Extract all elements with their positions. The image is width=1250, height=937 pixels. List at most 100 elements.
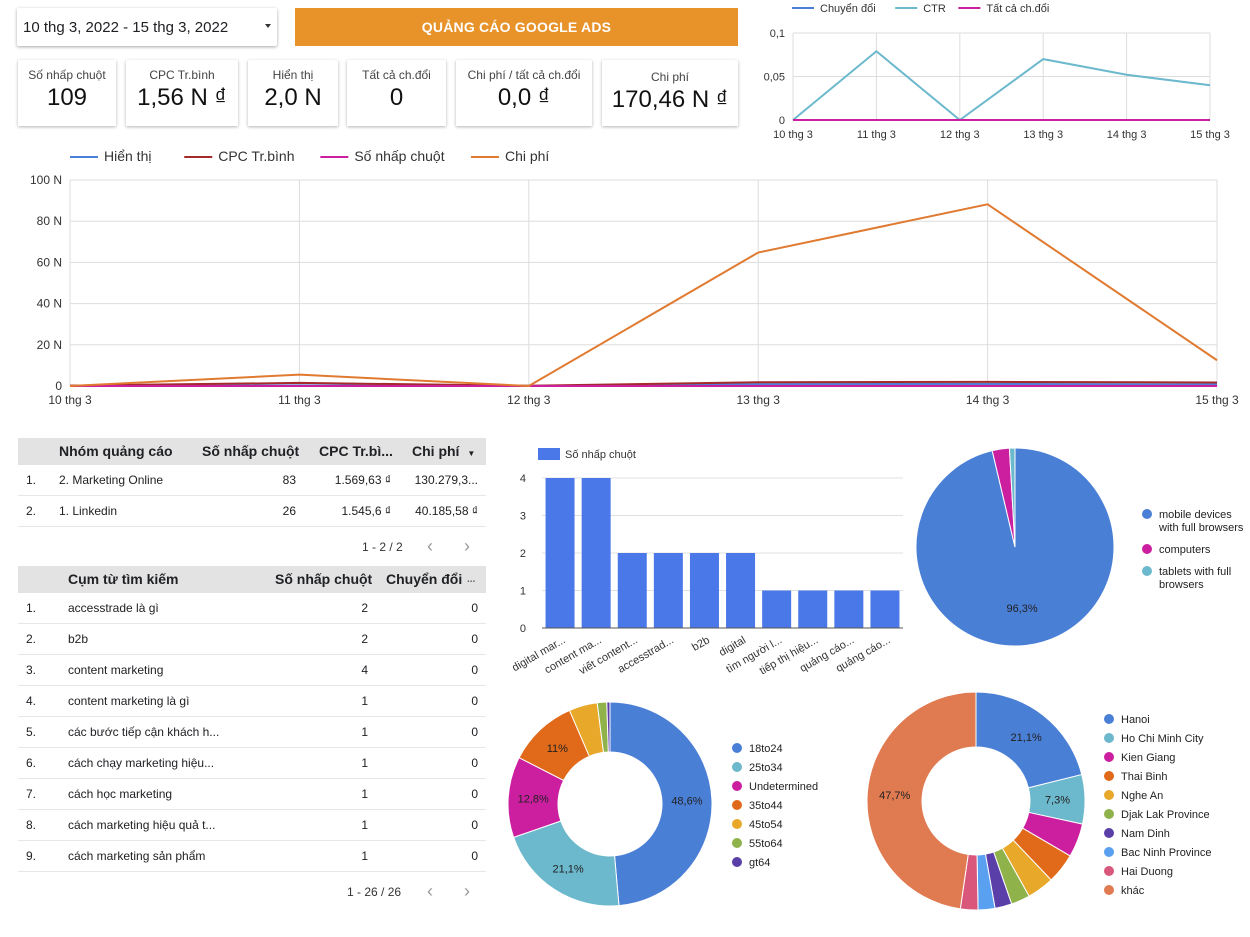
- kpi-value: 109: [46, 84, 88, 111]
- pie-slice: [975, 691, 1083, 789]
- legend-dot: [732, 819, 742, 829]
- legend-label: browsers: [1159, 579, 1204, 591]
- y-tick-label: 0: [55, 379, 62, 393]
- table-row[interactable]: 8. cách marketing hiệu quả t... 1 0: [18, 810, 486, 841]
- row-index: 4.: [26, 694, 37, 708]
- conversions-value: 0: [471, 601, 478, 615]
- clicks-value: 2: [361, 601, 368, 615]
- report-title: QUẢNG CÁO GOOGLE ADS: [421, 19, 612, 35]
- prev-page-icon[interactable]: ‹: [427, 536, 433, 556]
- table-header: Nhóm quảng cáo Số nhấp chuột CPC Tr.bì..…: [18, 438, 486, 465]
- legend-label: Hiển thị: [104, 148, 151, 164]
- x-tick-label: 15 thg 3: [1190, 129, 1230, 141]
- table-row[interactable]: 9. cách marketing sản phẩm 1 0: [18, 841, 486, 872]
- bar: [726, 553, 756, 628]
- search-term: accesstrade là gì: [68, 601, 159, 615]
- table-row[interactable]: 1. 2. Marketing Online 83 1.569,63 ₫ 130…: [18, 465, 486, 496]
- clicks-value: 83: [282, 473, 296, 487]
- row-index: 7.: [26, 787, 37, 801]
- column-header-label: Chi phí: [412, 443, 460, 459]
- kpi-value: 0,0 ₫: [497, 84, 551, 111]
- y-tick-label: 0: [520, 623, 526, 635]
- table-row[interactable]: 5. các bước tiếp cận khách h... 1 0: [18, 717, 486, 748]
- next-page-icon[interactable]: ›: [464, 536, 470, 556]
- search-term: b2b: [68, 632, 89, 646]
- legend-label: Số nhấp chuột: [354, 148, 444, 164]
- slice-label: 21,1%: [553, 864, 584, 876]
- legend-label: Chi phí: [505, 148, 549, 164]
- legend-label: computers: [1159, 544, 1211, 556]
- clicks-value: 1: [361, 725, 368, 739]
- x-tick-label: 14 thg 3: [1107, 129, 1147, 141]
- search-term: các bước tiếp cận khách h...: [68, 725, 220, 739]
- legend-dot: [1142, 509, 1152, 519]
- slice-label: 96,3%: [1007, 603, 1038, 615]
- table-row[interactable]: 1. accesstrade là gì 2 0: [18, 593, 486, 624]
- clicks-value: 1: [361, 818, 368, 832]
- legend-dot: [732, 781, 742, 791]
- legend-label: Djak Lak Province: [1121, 809, 1210, 821]
- column-header[interactable]: Chuyển đổi: [386, 571, 463, 587]
- legend-label: CTR: [923, 3, 946, 15]
- kpi-cost: Chi phí 170,46 N ₫: [602, 60, 738, 126]
- column-header[interactable]: Cụm từ tìm kiếm: [68, 571, 179, 587]
- date-range-picker[interactable]: 10 thg 3, 2022 - 15 thg 3, 2022: [17, 8, 277, 46]
- row-index: 1.: [26, 473, 37, 487]
- table-row[interactable]: 6. cách chạy marketing hiệu... 1 0: [18, 748, 486, 779]
- table-row[interactable]: 3. content marketing 4 0: [18, 655, 486, 686]
- sort-desc-icon: ▼: [467, 449, 476, 458]
- legend-swatch: [538, 448, 560, 460]
- clicks-value: 1: [361, 756, 368, 770]
- table-row[interactable]: 2. b2b 2 0: [18, 624, 486, 655]
- column-header[interactable]: ...: [467, 574, 476, 585]
- table-row[interactable]: 7. cách học marketing 1 0: [18, 779, 486, 810]
- table-row[interactable]: 2. 1. Linkedin 26 1.545,6 ₫ 40.185,58 ₫: [18, 496, 486, 527]
- ad-group-table: Nhóm quảng cáo Số nhấp chuột CPC Tr.bì..…: [18, 438, 486, 527]
- prev-page-icon[interactable]: ‹: [427, 881, 433, 901]
- legend-dot: [1104, 866, 1114, 876]
- legend-label: mobile devices: [1159, 509, 1232, 521]
- table-row[interactable]: 4. content marketing là gì 1 0: [18, 686, 486, 717]
- legend-label: Số nhấp chuột: [565, 449, 636, 461]
- search-term-table: Cụm từ tìm kiếm Số nhấp chuột Chuyển đổi…: [18, 566, 486, 876]
- pie-slice: [866, 691, 977, 910]
- legend-label: Undetermined: [749, 781, 818, 793]
- conversions-value: 0: [471, 849, 478, 863]
- x-tick-label: 12 thg 3: [940, 129, 980, 141]
- legend-label: 45to54: [749, 819, 783, 831]
- age-donut-chart: 48,6% 21,1% 12,8% 11% 18to24 25to34 Undetermin…: [507, 701, 818, 907]
- bar: [870, 590, 900, 628]
- column-header[interactable]: CPC Tr.bì...: [319, 443, 393, 459]
- slice-label: 47,7%: [879, 790, 910, 802]
- date-range-text: 10 thg 3, 2022 - 15 thg 3, 2022: [23, 18, 229, 36]
- column-header-sorted[interactable]: Chi phí ▼: [412, 438, 475, 467]
- clicks-value: 26: [282, 504, 296, 518]
- y-tick-label: 3: [520, 511, 526, 523]
- ad-group-name: 1. Linkedin: [59, 504, 118, 518]
- cost-value: 130.279,3...: [414, 473, 478, 487]
- bar: [689, 553, 719, 628]
- legend-label: CPC Tr.bình: [218, 148, 294, 164]
- column-header[interactable]: Số nhấp chuột: [202, 443, 300, 459]
- legend-label: khác: [1121, 885, 1145, 897]
- cpc-value: 1.569,63 ₫: [334, 473, 391, 487]
- kpi-label: Tất cả ch.đổi: [362, 68, 431, 82]
- kpi-label: Hiển thị: [272, 68, 314, 82]
- x-tick-label: 10 thg 3: [773, 129, 813, 141]
- legend-dot: [1104, 809, 1114, 819]
- pie-slice: [512, 820, 620, 907]
- slice-label: 7,3%: [1045, 795, 1070, 807]
- column-header[interactable]: Số nhấp chuột: [275, 571, 373, 587]
- x-tick-label: 13 thg 3: [1023, 129, 1063, 141]
- kpi-label: CPC Tr.bình: [149, 68, 215, 82]
- clicks-value: 1: [361, 787, 368, 801]
- column-header[interactable]: Nhóm quảng cáo: [59, 443, 173, 459]
- x-tick-label: 12 thg 3: [507, 393, 551, 407]
- next-page-icon[interactable]: ›: [464, 881, 470, 901]
- row-index: 2.: [26, 632, 37, 646]
- report-title-banner: QUẢNG CÁO GOOGLE ADS: [295, 8, 738, 46]
- ad-group-name: 2. Marketing Online: [59, 473, 164, 487]
- conversions-value: 0: [471, 632, 478, 646]
